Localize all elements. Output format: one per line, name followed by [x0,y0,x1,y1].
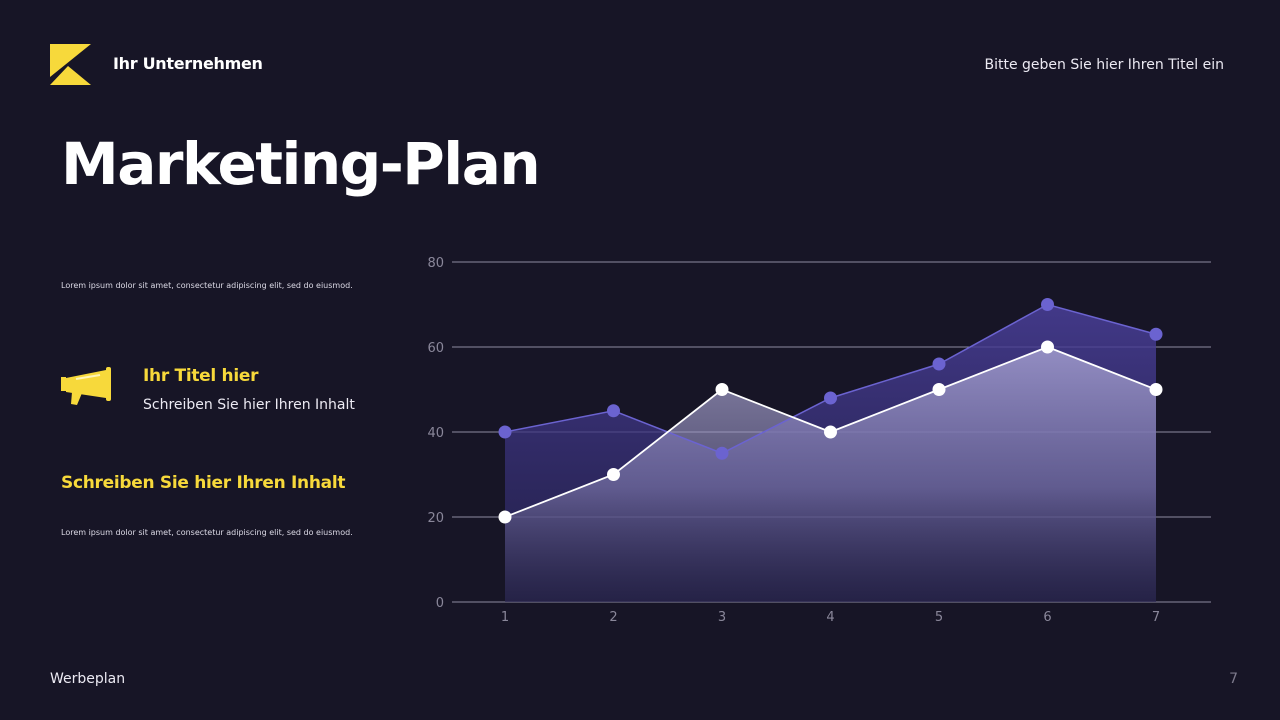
data-point-series-1[interactable] [1041,298,1054,311]
y-tick-label: 0 [436,596,444,611]
y-tick-label: 20 [427,511,444,526]
feature-text: Schreiben Sie hier Ihren Inhalt [143,397,355,413]
company-name: Ihr Unternehmen [113,54,263,73]
y-tick-label: 60 [427,341,444,356]
data-point-series-2[interactable] [824,425,837,439]
data-point-series-1[interactable] [715,446,729,460]
chart-areas [505,304,1156,602]
feature-title: Ihr Titel hier [143,366,259,386]
k-logo-icon [50,44,91,85]
x-tick-label: 4 [826,610,834,625]
header-title: Bitte geben Sie hier Ihren Titel ein [984,57,1225,73]
data-point-series-1[interactable] [932,357,946,371]
data-point-series-2[interactable] [1041,340,1054,354]
x-tick-label: 5 [935,610,943,625]
page-number: 7 [1229,671,1238,687]
x-tick-label: 2 [609,610,617,625]
data-point-series-2[interactable] [932,383,946,396]
x-tick-label: 3 [718,610,726,625]
intro-text: Lorem ipsum dolor sit amet, consectetur … [61,281,353,290]
x-tick-label: 6 [1043,610,1051,625]
data-point-series-1[interactable] [824,391,837,405]
data-point-series-1[interactable] [607,404,620,418]
data-point-series-2[interactable] [607,468,620,481]
x-tick-label: 7 [1152,610,1160,625]
data-point-series-2[interactable] [498,510,512,524]
area-series-2 [505,347,1156,602]
page-title: Marketing-Plan [61,130,541,198]
footer-label: Werbeplan [50,671,126,687]
x-axis-ticks: 1 2 3 4 5 6 7 [501,610,1160,625]
data-point-series-2[interactable] [1149,383,1163,396]
megaphone-icon [61,367,111,405]
x-tick-label: 1 [501,610,509,625]
data-point-series-1[interactable] [1149,327,1163,341]
chart-points [498,298,1163,524]
data-point-series-1[interactable] [498,425,512,439]
section-heading: Schreiben Sie hier Ihren Inhalt [61,473,346,493]
data-point-series-2[interactable] [715,383,729,396]
y-tick-label: 80 [427,256,444,271]
y-axis-ticks: 0 20 40 60 80 [427,256,444,611]
y-tick-label: 40 [427,426,444,441]
section-text: Lorem ipsum dolor sit amet, consectetur … [61,528,353,537]
